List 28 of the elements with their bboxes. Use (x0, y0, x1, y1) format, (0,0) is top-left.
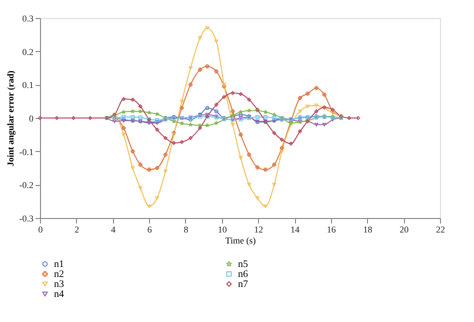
legend-label: n1 (54, 259, 64, 270)
y-tick-label: 0 (29, 114, 34, 124)
y-tick-label: 0.1 (22, 80, 34, 90)
x-tick-label: 4 (110, 224, 116, 234)
x-tick-label: 12 (254, 224, 264, 234)
x-axis-title: Time (s) (225, 236, 256, 246)
legend-label: n3 (54, 279, 64, 290)
y-tick-label: 0.2 (22, 46, 34, 57)
x-tick-label: 22 (436, 224, 445, 234)
x-tick-label: 18 (363, 224, 373, 234)
legend-label: n2 (54, 269, 64, 280)
legend-label: n4 (54, 289, 64, 300)
y-tick-label: 0.3 (22, 14, 34, 24)
x-tick-label: 2 (74, 224, 80, 234)
x-tick-label: 6 (147, 224, 152, 234)
x-tick-label: 0 (38, 224, 44, 234)
legend-label: n6 (238, 269, 248, 280)
x-tick-label: 8 (184, 224, 189, 234)
legend-label: n5 (238, 259, 248, 270)
x-tick-label: 14 (290, 224, 300, 234)
y-tick-label: -0.1 (19, 146, 34, 157)
y-tick-label: -0.3 (19, 214, 34, 224)
y-tick-label: -0.2 (19, 180, 34, 190)
x-tick-label: 16 (326, 224, 336, 234)
x-tick-label: 10 (218, 224, 228, 234)
y-axis-title: Joint angular error (rad) (5, 70, 16, 166)
x-tick-label: 20 (400, 224, 410, 234)
legend-label: n7 (238, 279, 248, 290)
